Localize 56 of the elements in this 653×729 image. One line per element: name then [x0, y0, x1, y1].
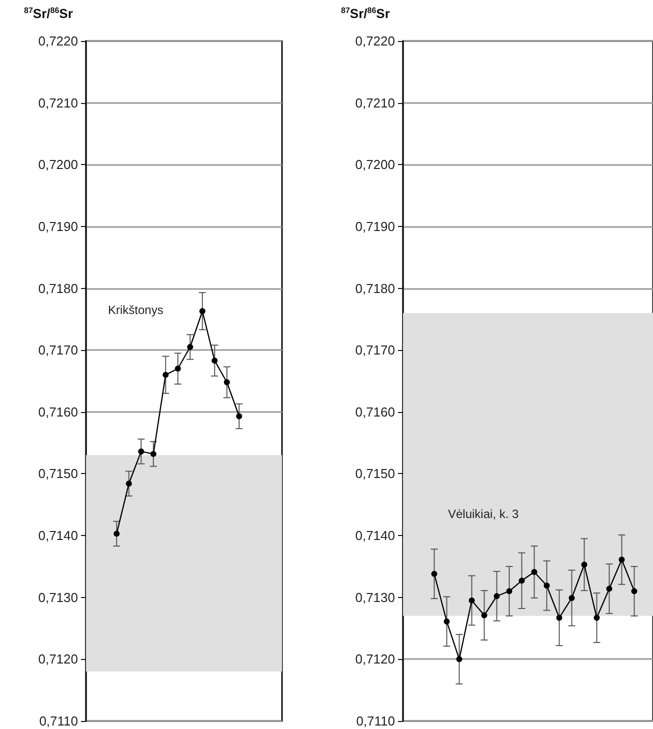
point [631, 588, 638, 594]
y-tick-label: 0,7180 [355, 280, 395, 296]
y-tick-label: 0,7150 [355, 466, 395, 482]
y-tick-label: 0,7180 [38, 280, 78, 296]
y-tick-label: 0,7170 [38, 342, 78, 358]
point [212, 358, 218, 364]
point [544, 582, 550, 589]
point [174, 366, 181, 372]
point [126, 480, 132, 487]
annotation: Vėluikiai, k. 3 [448, 507, 520, 521]
y-tick-label: 0,7110 [39, 714, 78, 728]
y-tick-label: 0,7210 [355, 95, 395, 110]
y-tick-label: 0,7120 [355, 652, 395, 667]
y-tick-label: 0,7160 [38, 404, 78, 420]
point [481, 612, 488, 618]
point [150, 450, 156, 457]
y-tick-label: 0,7210 [38, 95, 78, 110]
point [236, 413, 242, 420]
y-tick-label: 0,7140 [38, 528, 78, 544]
y-tick-label: 0,7130 [38, 590, 78, 605]
y-tick-label: 0,7220 [38, 34, 78, 48]
y-tick-label: 0,7200 [38, 157, 78, 172]
point [138, 448, 144, 454]
y-axis-title: $^{87}$Sr/$^{86}$Sr [341, 6, 390, 21]
point [594, 614, 600, 621]
y-tick-label: 0,7130 [355, 590, 395, 605]
y-axis-title: $^{87}$Sr/$^{86}$Sr [24, 6, 73, 21]
point [494, 593, 500, 600]
point [468, 597, 475, 604]
point [518, 578, 525, 584]
point [199, 308, 206, 314]
point [556, 614, 562, 621]
y-tick-label: 0,7140 [355, 528, 395, 544]
point [506, 588, 512, 594]
y-tick-label: 0,7110 [356, 714, 395, 728]
y-tick-label: 0,7160 [355, 404, 395, 420]
point [568, 594, 575, 601]
point [187, 344, 194, 350]
annotation: Krikštonys [108, 303, 164, 317]
point [456, 656, 462, 662]
point [618, 556, 625, 563]
y-tick-label: 0,7190 [38, 218, 78, 234]
y-tick-label: 0,7170 [355, 342, 395, 358]
y-tick-label: 0,7120 [38, 652, 78, 667]
point [224, 379, 230, 386]
point [581, 562, 588, 568]
point [531, 569, 538, 576]
y-tick-label: 0,7150 [38, 466, 78, 482]
point [606, 586, 612, 592]
y-tick-label: 0,7220 [355, 34, 395, 48]
point [444, 618, 450, 624]
point [162, 372, 169, 378]
y-tick-label: 0,7200 [355, 157, 395, 172]
point [431, 570, 438, 577]
y-tick-label: 0,7190 [355, 218, 395, 234]
point [114, 530, 120, 537]
